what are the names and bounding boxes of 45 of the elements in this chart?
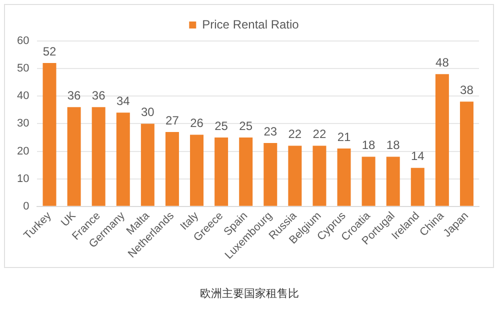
- y-tick-label: 0: [23, 200, 30, 212]
- data-label: 21: [337, 130, 352, 144]
- data-label: 25: [239, 118, 253, 133]
- data-label: 26: [190, 116, 204, 130]
- y-tick-label: 20: [16, 145, 30, 158]
- y-tick-label: 40: [16, 90, 30, 102]
- bar: [140, 124, 154, 206]
- bar: [312, 146, 326, 206]
- bar: [214, 138, 228, 206]
- bar: [410, 168, 424, 206]
- bar: [42, 63, 56, 206]
- data-label: 27: [166, 113, 180, 128]
- y-tick-label: 10: [16, 172, 30, 185]
- bar: [190, 134, 204, 206]
- bar: [288, 146, 302, 206]
- bar: [460, 102, 474, 206]
- data-label: 36: [67, 88, 82, 102]
- data-label: 25: [214, 118, 228, 133]
- data-label: 52: [42, 44, 56, 58]
- bar: [337, 148, 351, 206]
- data-label: 22: [288, 127, 302, 142]
- data-label: 22: [312, 127, 326, 142]
- bar: [239, 138, 253, 206]
- data-label: 14: [410, 149, 425, 164]
- data-label: 18: [386, 138, 400, 152]
- y-tick-label: 50: [16, 62, 30, 75]
- data-label: 36: [92, 88, 106, 102]
- data-label: 38: [460, 82, 474, 97]
- bar: [165, 132, 179, 206]
- bar: [116, 112, 130, 206]
- text: 欧洲主要国家租售比: [199, 286, 300, 301]
- y-tick-label: 60: [16, 35, 30, 48]
- bar: [386, 156, 400, 206]
- data-label: 23: [264, 124, 278, 138]
- data-label: 30: [140, 105, 155, 120]
- y-tick-label: 30: [16, 118, 30, 130]
- bar: [435, 74, 449, 206]
- bar: [362, 156, 376, 206]
- data-label: 18: [362, 138, 376, 152]
- legend-label: Price Rental Ratio: [202, 17, 300, 32]
- bar: [67, 107, 81, 206]
- bar: [92, 107, 106, 206]
- bar: [264, 143, 278, 206]
- data-label: 34: [116, 94, 130, 108]
- data-label: 48: [436, 55, 450, 70]
